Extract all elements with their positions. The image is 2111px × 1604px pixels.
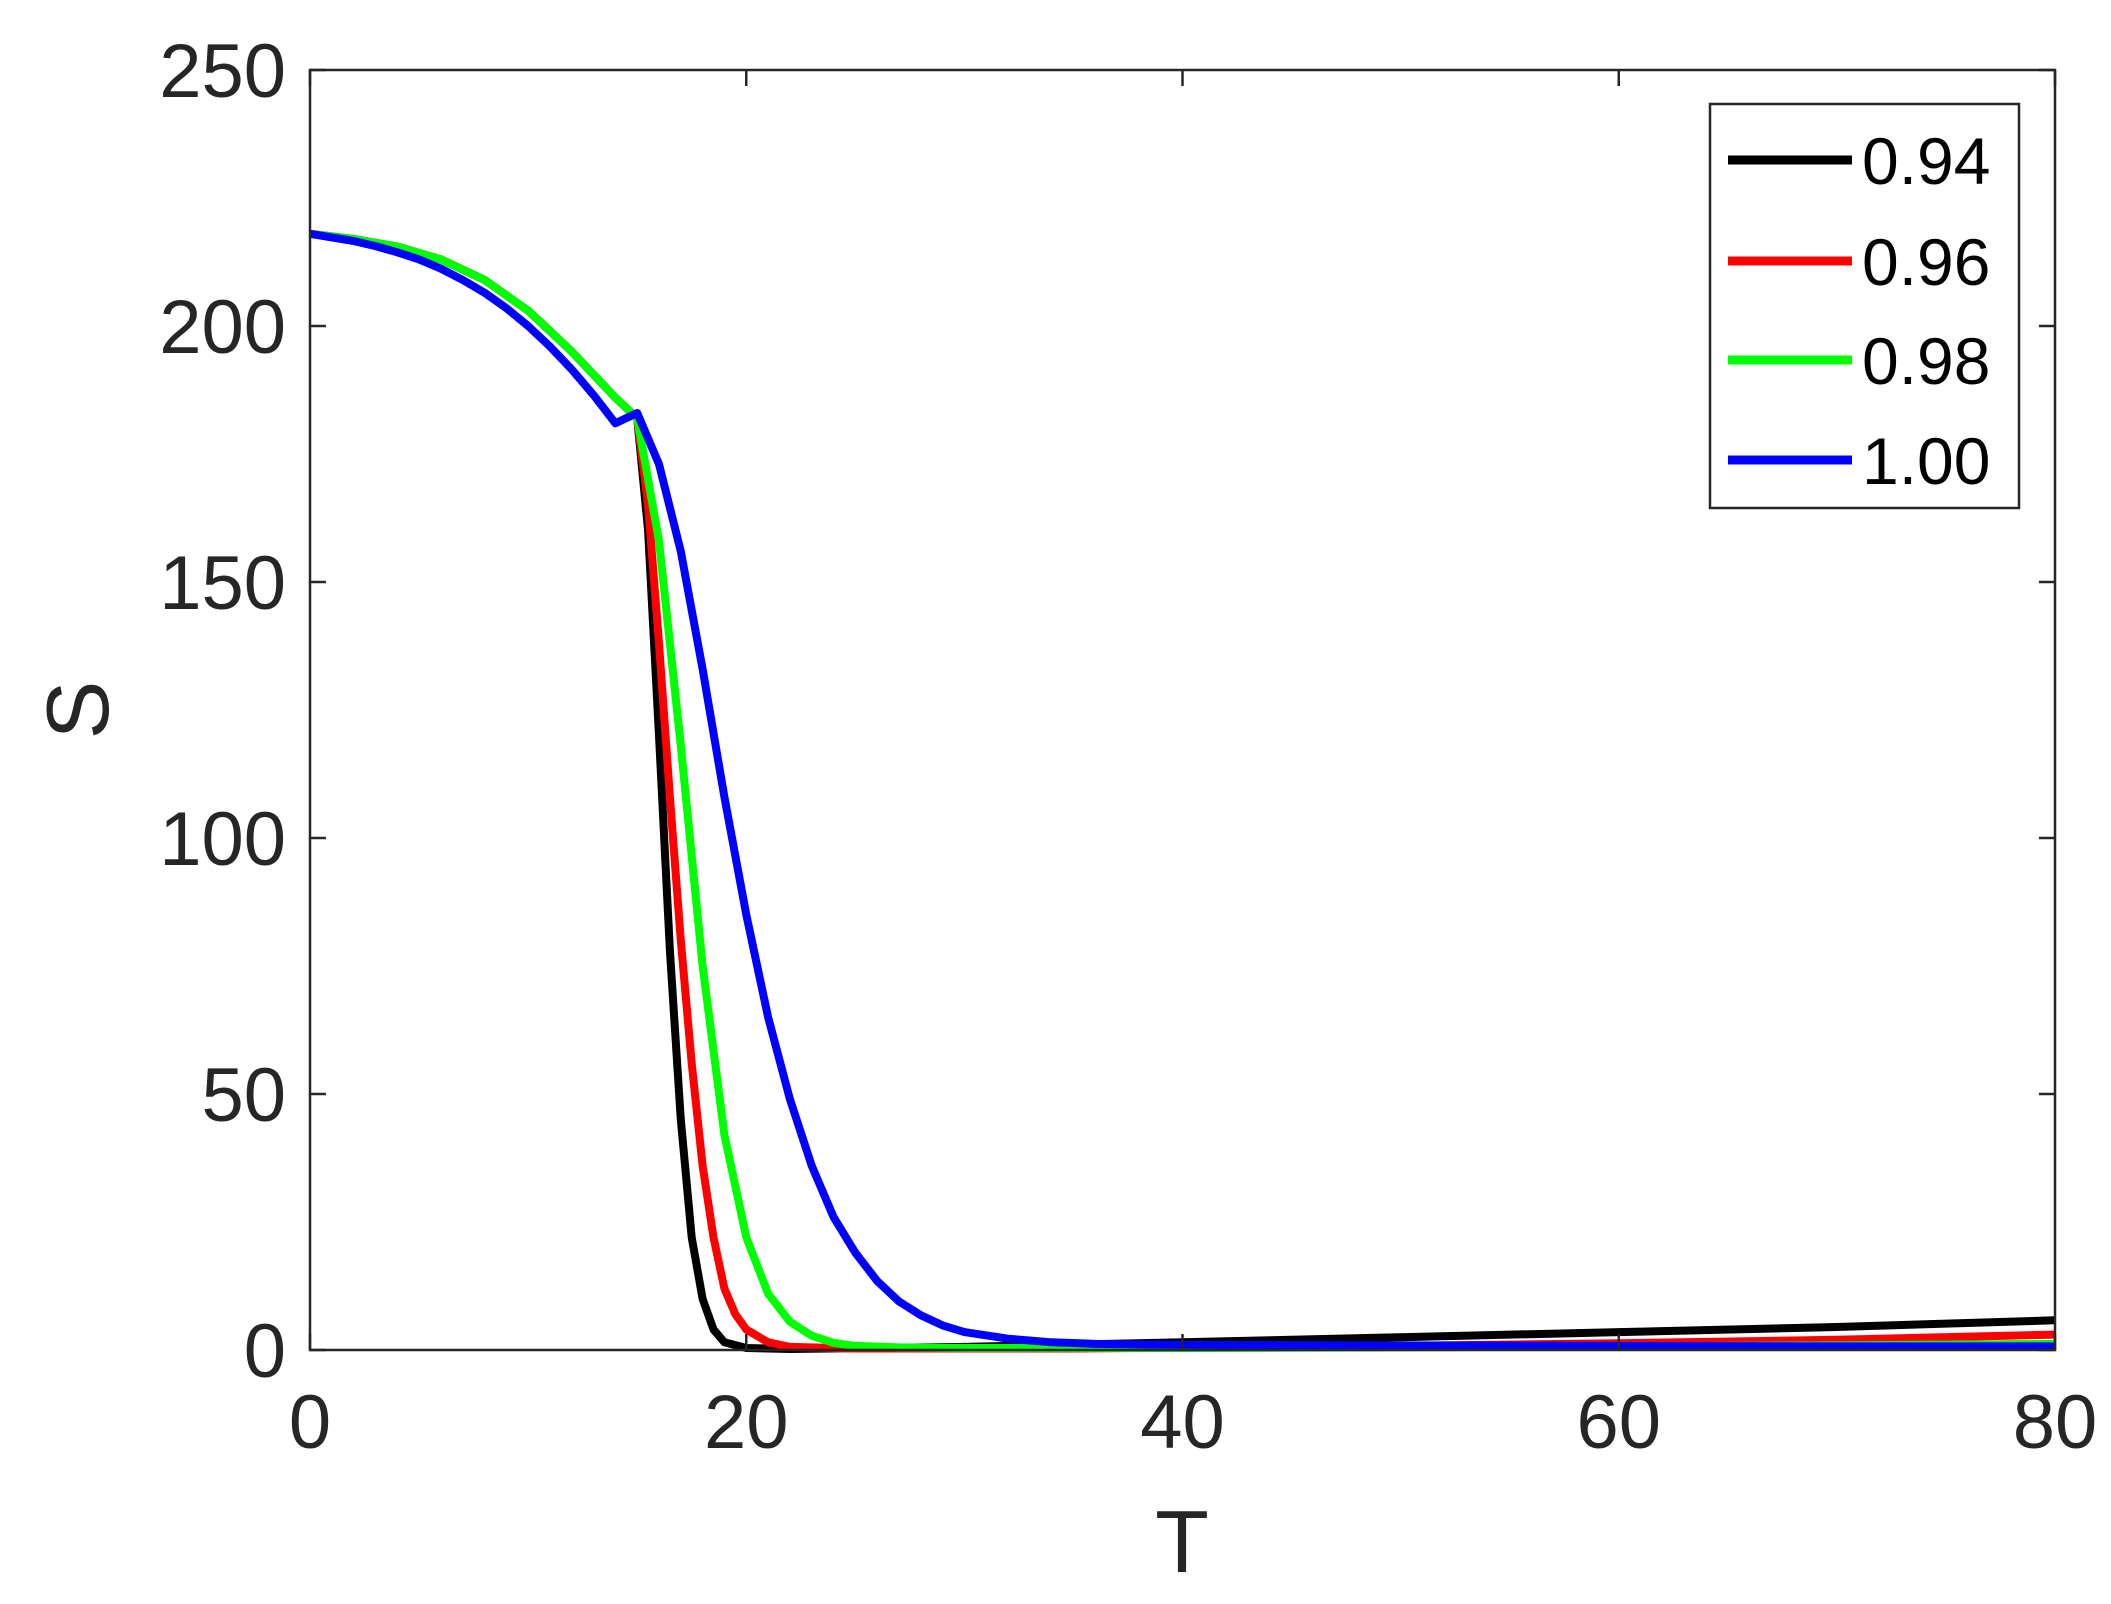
y-tick-label-5: 250: [159, 29, 286, 114]
legend-label-0: 0.94: [1862, 124, 1990, 198]
x-tick-label-3: 60: [1576, 1380, 1661, 1465]
legend-box: [1708, 102, 2021, 510]
plot-frame: [308, 68, 2057, 1352]
legend-label-1: 0.96: [1862, 225, 1990, 299]
legend: 0.94 0.96 0.98 1.00: [1708, 102, 2021, 510]
x-tick-label-0: 0: [289, 1380, 331, 1465]
x-tick-label-2: 40: [1140, 1380, 1225, 1465]
y-tick-label-2: 100: [159, 797, 286, 882]
x-tick-label-1: 20: [704, 1380, 789, 1465]
legend-entries: 0.94 0.96 0.98 1.00: [1728, 124, 1990, 498]
legend-label-3: 1.00: [1862, 424, 1990, 498]
x-axis-label: T: [1155, 1492, 1209, 1591]
y-tick-label-1: 50: [201, 1053, 286, 1138]
x-tick-label-4: 80: [2013, 1380, 2098, 1465]
y-tick-label-0: 0: [244, 1309, 286, 1394]
y-tick-label-4: 200: [159, 285, 286, 370]
y-axis-label: S: [28, 681, 127, 740]
series-line-3: [309, 229, 2055, 1351]
legend-label-2: 0.98: [1862, 324, 1990, 398]
y-tick-label-3: 150: [159, 541, 286, 626]
ticks-layer: 0 20 40 60 80 0 50 100 150 200 250: [159, 29, 2097, 1465]
